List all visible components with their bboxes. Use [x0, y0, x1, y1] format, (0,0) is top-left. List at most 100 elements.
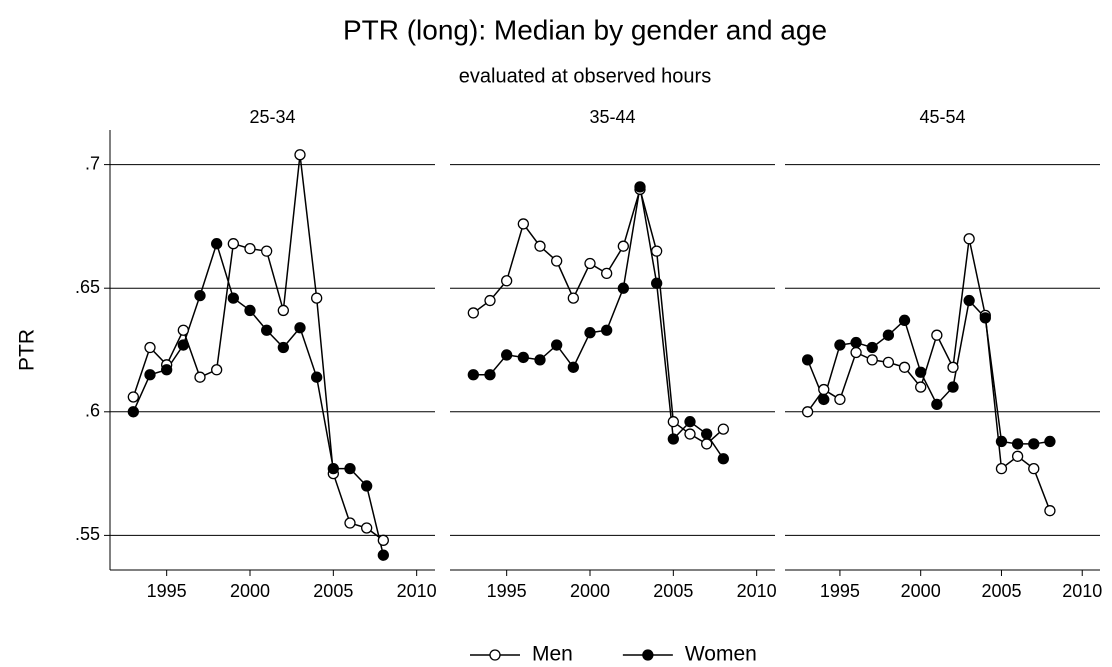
marker — [551, 339, 563, 351]
marker — [701, 428, 713, 440]
marker — [277, 341, 289, 354]
marker — [501, 349, 513, 361]
marker — [684, 428, 696, 440]
marker — [144, 341, 156, 354]
x-tick-label: 2000 — [570, 581, 610, 601]
marker — [866, 354, 878, 366]
y-axis-label: PTR — [16, 329, 39, 371]
marker — [979, 312, 991, 324]
marker — [1044, 505, 1056, 517]
marker — [995, 435, 1008, 448]
marker — [701, 438, 713, 450]
marker — [1011, 438, 1024, 450]
marker — [567, 361, 579, 373]
marker — [584, 327, 596, 339]
marker — [484, 294, 496, 307]
chart-subtitle: evaluated at observed hours — [459, 65, 711, 87]
marker — [995, 463, 1008, 475]
y-tick-label: .55 — [75, 524, 100, 544]
marker — [244, 243, 256, 255]
x-tick-label: 2005 — [981, 581, 1021, 601]
marker — [327, 463, 339, 475]
marker — [866, 341, 878, 354]
marker — [517, 351, 529, 364]
marker — [484, 369, 496, 381]
marker — [915, 366, 927, 378]
marker — [601, 324, 613, 336]
x-tick-label: 2010 — [397, 581, 437, 601]
marker — [144, 369, 156, 381]
x-tick-label: 2000 — [230, 581, 270, 601]
x-tick-label: 1995 — [820, 581, 860, 601]
x-tick-label: 1995 — [487, 581, 527, 601]
marker — [517, 218, 529, 230]
legend-marker — [642, 649, 654, 661]
y-tick-label: .7 — [85, 153, 100, 173]
marker — [601, 267, 613, 280]
marker — [567, 292, 579, 304]
marker — [963, 233, 975, 245]
marker — [261, 245, 273, 257]
marker — [651, 277, 663, 289]
marker — [294, 149, 306, 161]
marker — [1011, 450, 1024, 462]
series-line — [807, 238, 1051, 511]
marker — [467, 307, 479, 319]
marker — [194, 289, 206, 302]
y-tick-label: .65 — [75, 277, 100, 297]
legend-label: Men — [532, 643, 573, 666]
marker — [177, 324, 189, 336]
marker — [177, 339, 189, 351]
marker — [801, 406, 814, 418]
marker — [244, 304, 256, 317]
x-tick-label: 2005 — [313, 581, 353, 601]
marker — [227, 292, 239, 304]
chart-title: PTR (long): Median by gender and age — [343, 14, 827, 45]
marker — [361, 480, 373, 492]
marker — [584, 257, 596, 270]
marker — [127, 391, 139, 403]
marker — [534, 354, 546, 366]
marker — [1028, 463, 1040, 475]
marker — [634, 181, 646, 193]
marker — [261, 324, 273, 336]
marker — [963, 294, 975, 307]
marker — [361, 522, 373, 534]
marker — [617, 282, 629, 294]
x-tick-label: 2010 — [1062, 581, 1102, 601]
marker — [717, 423, 729, 435]
marker — [898, 361, 911, 373]
marker — [850, 346, 862, 359]
marker — [931, 398, 943, 411]
marker — [882, 356, 895, 369]
marker — [1028, 438, 1040, 450]
marker — [377, 549, 389, 561]
marker — [127, 406, 139, 418]
marker — [194, 371, 206, 383]
y-tick-label: .6 — [85, 401, 100, 421]
marker — [1044, 435, 1056, 448]
marker — [898, 314, 911, 326]
marker — [931, 329, 943, 341]
series-line — [132, 154, 384, 541]
marker — [311, 292, 323, 304]
legend-label: Women — [685, 643, 757, 666]
marker — [211, 238, 223, 250]
panel-title: 45-54 — [919, 107, 965, 127]
marker — [651, 245, 663, 257]
marker — [915, 381, 927, 393]
marker — [850, 336, 862, 349]
marker — [667, 416, 679, 428]
marker — [947, 361, 959, 373]
legend-marker — [489, 649, 501, 661]
panel-title: 25-34 — [249, 107, 295, 127]
marker — [161, 364, 173, 376]
marker — [882, 329, 895, 341]
x-tick-label: 1995 — [147, 581, 187, 601]
marker — [551, 255, 563, 267]
marker — [801, 354, 814, 366]
x-tick-label: 2010 — [737, 581, 777, 601]
marker — [534, 240, 546, 252]
